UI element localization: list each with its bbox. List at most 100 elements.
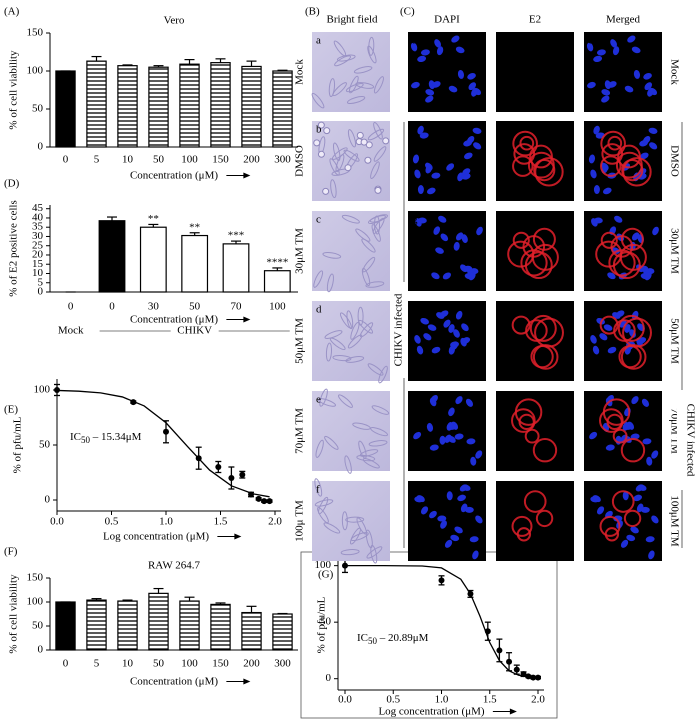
image-letter: o: [588, 394, 594, 406]
ic50-label: IC50 – 15.34μM: [70, 431, 142, 446]
nucleus: [431, 346, 441, 354]
data-point: [163, 428, 169, 435]
y-axis-label: % of cell viability: [8, 50, 20, 130]
y-tick-label: 0: [45, 494, 51, 506]
data-point: [195, 455, 202, 462]
e2-signal: [610, 235, 634, 258]
data-point: [239, 471, 246, 478]
nucleus: [630, 526, 639, 534]
x-tick-label: 100: [181, 154, 198, 166]
data-point: [496, 647, 503, 654]
y-tick-label: 35: [32, 221, 44, 233]
nucleus: [429, 510, 437, 519]
cell: [311, 92, 325, 109]
nucleus: [648, 550, 655, 560]
image-letter: p: [412, 484, 418, 496]
nucleus: [642, 438, 652, 445]
e2-signal: [606, 413, 623, 431]
y-axis-label: % of cell viability: [8, 574, 20, 654]
y-tick-label: 0: [38, 644, 44, 656]
x-tick-label: 50: [153, 154, 165, 166]
nucleus: [457, 494, 466, 502]
data-point: [130, 399, 137, 406]
cell: [317, 506, 329, 524]
nucleus: [429, 444, 439, 451]
arrow-head: [243, 678, 251, 685]
image-letter: e: [316, 394, 321, 406]
row-label: 50μM TM: [294, 318, 306, 364]
nucleus: [410, 42, 418, 52]
cell: [324, 330, 343, 339]
cell: [334, 55, 352, 67]
rounded-cell: [323, 127, 331, 135]
e2-signal: [529, 314, 557, 342]
x-tick-label: 5: [94, 154, 100, 166]
nucleus: [637, 484, 647, 491]
e2-signal: [522, 235, 546, 258]
nucleus: [423, 333, 432, 341]
nucleus: [420, 506, 429, 515]
nucleus: [455, 232, 464, 241]
nucleus: [446, 422, 454, 431]
row-label: DMSO: [294, 145, 306, 177]
panel-label: (E): [4, 404, 18, 416]
cell: [314, 478, 323, 497]
x-axis-label: Concentration (μM): [130, 314, 218, 326]
e2-signal: [623, 509, 642, 528]
x-tick-label: 0: [68, 301, 74, 313]
group-gap: [399, 282, 409, 378]
nucleus: [420, 49, 430, 56]
image-letter: a: [412, 35, 417, 47]
nucleus: [464, 152, 473, 160]
nucleus: [633, 494, 642, 502]
nucleus: [466, 438, 476, 445]
x-tick-label: 0.5: [105, 516, 119, 528]
bar: [181, 234, 209, 293]
e2-signal: [604, 527, 620, 542]
cell: [368, 36, 375, 56]
nucleus: [450, 534, 460, 542]
nucleus: [642, 135, 651, 144]
cell: [341, 511, 348, 531]
group-label: CHIKV infected: [684, 404, 696, 477]
y-tick-label: 15: [32, 258, 44, 270]
y-tick-label: 100: [315, 559, 332, 571]
e2-signal: [512, 155, 534, 177]
cell: [323, 522, 341, 534]
nucleus: [596, 49, 606, 56]
image-letter: i: [588, 214, 591, 226]
cell: [332, 82, 347, 97]
image-letter: f: [316, 484, 320, 496]
bar: [210, 603, 231, 651]
nucleus: [651, 450, 659, 459]
nucleus: [612, 46, 620, 56]
arrow-head: [243, 316, 251, 323]
nucleus: [641, 398, 650, 407]
e2-signal: [511, 315, 531, 335]
cell: [339, 312, 352, 329]
cell: [317, 398, 336, 407]
cell: [373, 146, 387, 162]
row-label: 30μM TM: [294, 228, 306, 274]
nucleus: [436, 46, 444, 56]
fluorescence-image: [496, 481, 574, 561]
nucleus: [465, 398, 474, 407]
nucleus: [446, 163, 455, 171]
image-letter: k: [500, 304, 506, 316]
nucleus: [592, 345, 600, 355]
rounded-cell: [344, 164, 352, 172]
nucleus: [447, 435, 456, 443]
bright-field-image: [312, 32, 390, 112]
nucleus: [448, 324, 455, 333]
e2-signal: [612, 251, 641, 280]
cell: [313, 270, 324, 288]
bar: [98, 220, 126, 293]
x-tick-label: 0: [63, 154, 69, 166]
nucleus: [601, 89, 611, 96]
chart-title: Vero: [164, 15, 185, 27]
nucleus: [417, 125, 424, 135]
rounded-cell: [356, 131, 364, 139]
fluorescence-image: [496, 121, 574, 201]
x-axis-label: Concentration (μM): [130, 170, 218, 182]
